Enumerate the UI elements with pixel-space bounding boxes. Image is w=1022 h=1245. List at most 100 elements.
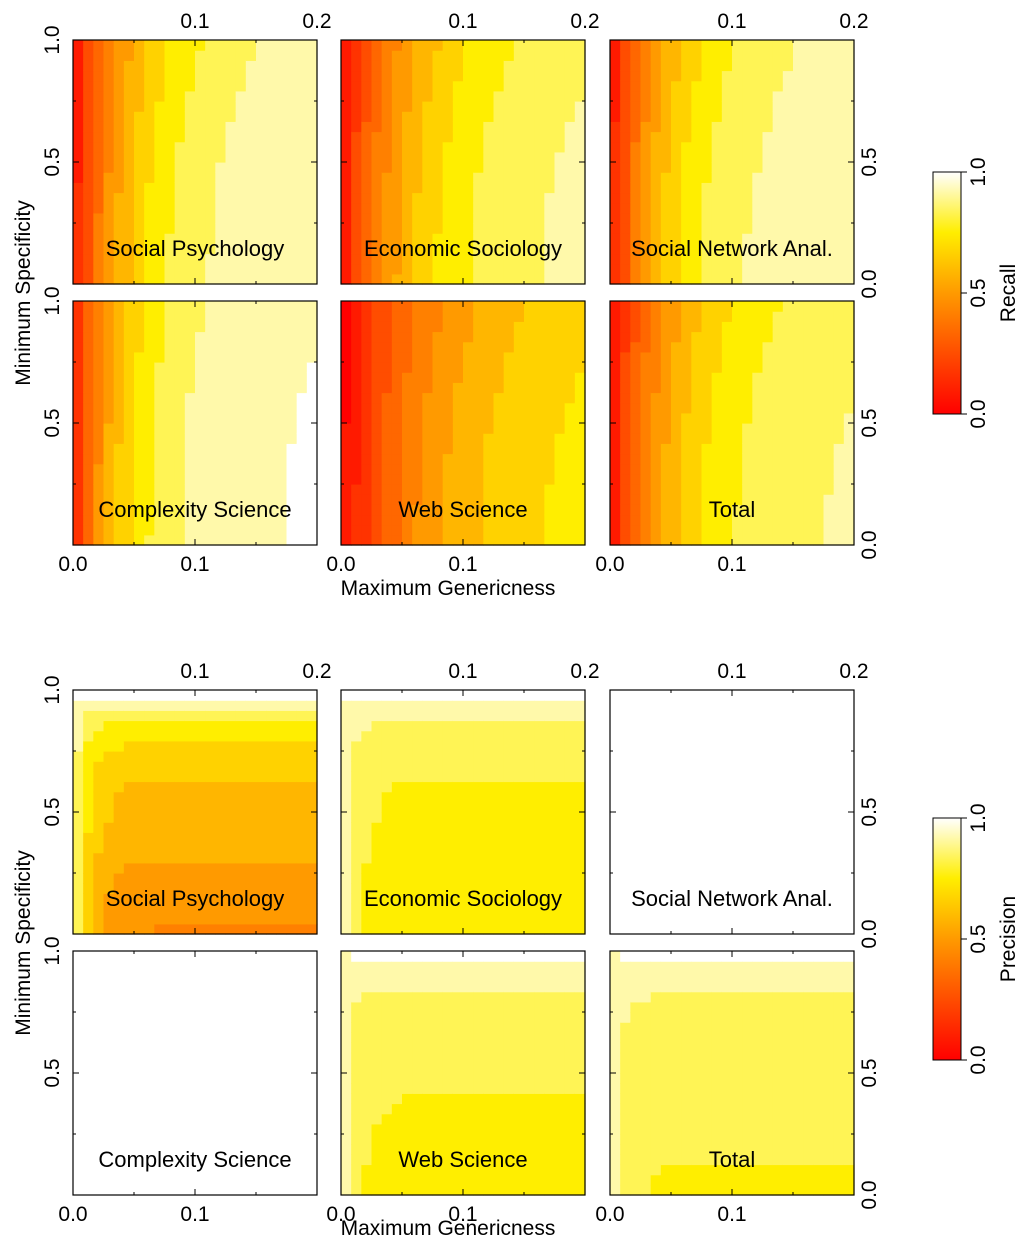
heatmap-cell [154, 40, 166, 51]
heatmap-cell [113, 771, 125, 783]
heatmap-cell [691, 362, 703, 373]
heatmap-cell [205, 331, 216, 343]
heatmap-cell [432, 791, 444, 803]
heatmap-cell [483, 423, 495, 434]
heatmap-cell [412, 690, 423, 701]
heatmap-cell [701, 223, 713, 234]
heatmap-cell [174, 90, 186, 102]
heatmap-cell [306, 70, 318, 82]
heatmap-cell [711, 362, 723, 373]
heatmap-cell [412, 50, 423, 61]
heatmap-cell [671, 70, 682, 82]
heatmap-cell [381, 351, 393, 363]
heatmap-cell [843, 514, 855, 526]
heatmap-cell [432, 362, 444, 373]
heatmap-cell [422, 162, 434, 173]
heatmap-cell [432, 453, 444, 465]
heatmap-cell [752, 321, 764, 333]
heatmap-cell [711, 90, 723, 102]
heatmap-cell [752, 182, 764, 194]
heatmap-cell [184, 473, 196, 485]
heatmap-cell [742, 534, 753, 546]
heatmap-cell [286, 484, 298, 495]
heatmap-cell [296, 70, 308, 82]
heatmap-cell [620, 453, 631, 465]
heatmap-cell [813, 534, 825, 546]
heatmap-cell [195, 852, 206, 864]
heatmap-cell [164, 720, 176, 732]
heatmap-cell [671, 192, 682, 204]
heatmap-cell [184, 90, 196, 102]
heatmap-cell [650, 771, 662, 783]
heatmap-cell [113, 923, 125, 935]
heatmap-cell [113, 761, 125, 772]
heatmap-cell [610, 720, 621, 732]
heatmap-cell [640, 50, 652, 61]
heatmap-cell [432, 192, 444, 204]
heatmap-cell [721, 131, 733, 143]
heatmap-cell [225, 192, 237, 204]
heatmap-cell [412, 534, 423, 546]
heatmap-cell [256, 504, 267, 516]
heatmap-cell [803, 311, 814, 322]
heatmap-cell [752, 463, 764, 475]
heatmap-cell [732, 50, 743, 61]
heatmap-cell [371, 690, 383, 701]
heatmap-cell [493, 372, 505, 383]
heatmap-cell [833, 40, 845, 51]
heatmap-cell [493, 223, 505, 234]
heatmap-cell [544, 751, 556, 762]
heatmap-cell [671, 524, 682, 536]
heatmap-cell [422, 90, 434, 102]
heatmap-cell [473, 812, 484, 823]
heatmap-cell [503, 162, 515, 173]
heatmap-cell [134, 121, 145, 133]
heatmap-cell [452, 351, 464, 363]
heatmap-cell [134, 40, 145, 51]
heatmap-cell [493, 243, 505, 255]
heatmap-cell [256, 781, 267, 793]
heatmap-cell [793, 40, 804, 51]
heatmap-cell [442, 720, 454, 732]
heatmap-cell [371, 740, 383, 752]
heatmap-cell [83, 534, 94, 546]
heatmap-cell [93, 524, 105, 536]
heatmap-cell [225, 50, 237, 61]
heatmap-cell [361, 273, 373, 285]
heatmap-cell [711, 202, 723, 214]
heatmap-cell [83, 362, 94, 373]
heatmap-cell [134, 494, 145, 505]
heatmap-cell [681, 172, 692, 183]
heatmap-cell [412, 60, 423, 72]
heatmap-cell [296, 402, 308, 414]
heatmap-cell [341, 494, 352, 505]
heatmap-cell [422, 740, 434, 752]
heatmap-cell [452, 331, 464, 343]
heatmap-cell [93, 514, 105, 526]
heatmap-cell [762, 233, 774, 244]
heatmap-cell [574, 690, 586, 701]
heatmap-cell [381, 402, 393, 414]
heatmap-cell [650, 101, 662, 112]
heatmap-cell [276, 90, 288, 102]
heatmap-cell [564, 710, 576, 722]
heatmap-cell [432, 484, 444, 495]
heatmap-cell [103, 121, 115, 133]
heatmap-cell [123, 801, 135, 813]
heatmap-cell [134, 913, 145, 925]
heatmap-cell [452, 893, 464, 905]
heatmap-cell [123, 903, 135, 915]
heatmap-cell [772, 202, 784, 214]
heatmap-cell [391, 202, 403, 214]
heatmap-cell [422, 873, 434, 884]
heatmap-cell [711, 351, 723, 363]
heatmap-cell [691, 243, 703, 255]
heatmap-cell [711, 524, 723, 536]
heatmap-cell [341, 233, 352, 244]
heatmap-cell [610, 382, 621, 394]
heatmap-cell [422, 202, 434, 214]
heatmap-cell [164, 321, 176, 333]
heatmap-cell [422, 534, 434, 546]
heatmap-cell [701, 412, 713, 424]
heatmap-cell [524, 301, 535, 312]
